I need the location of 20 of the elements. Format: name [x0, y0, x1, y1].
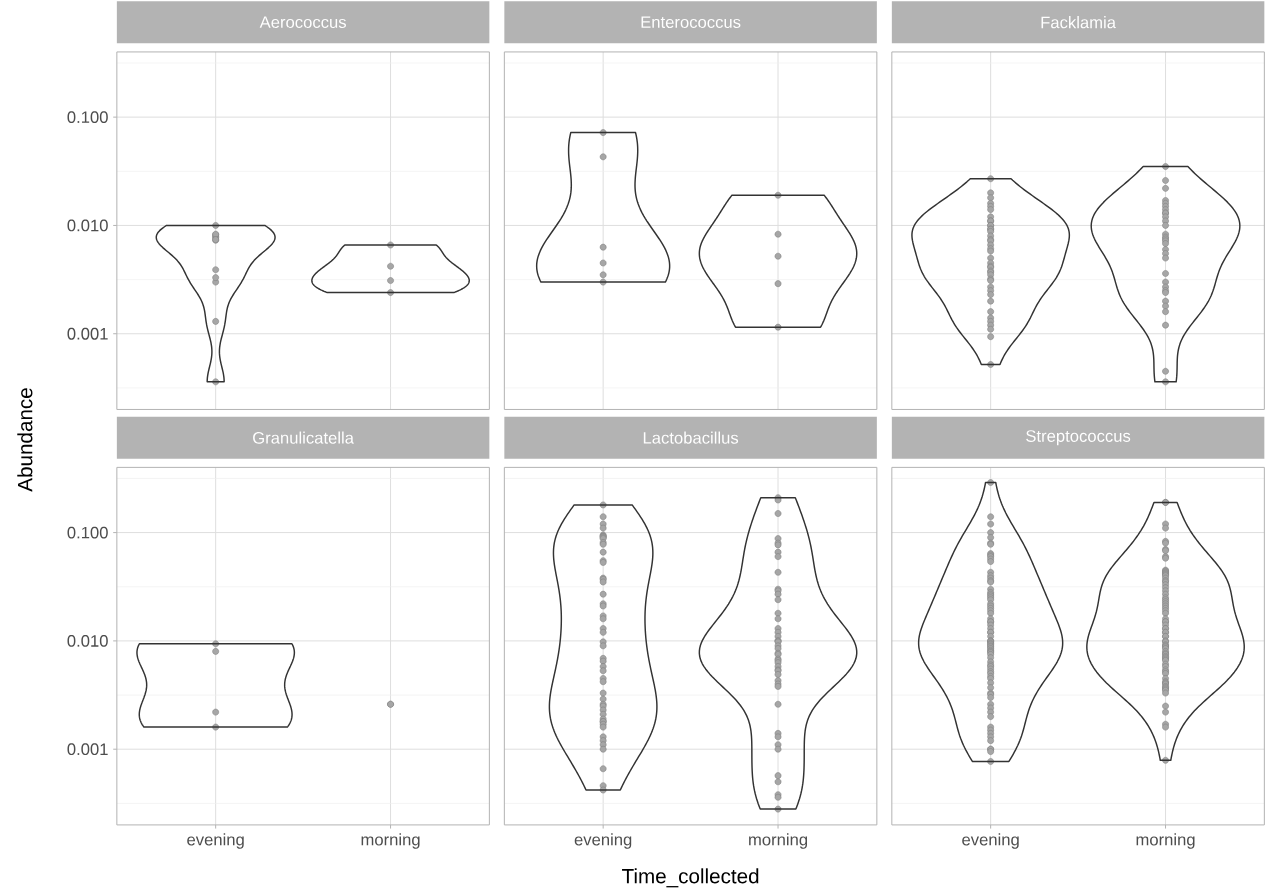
y-tick-label: 0.010: [67, 635, 108, 647]
chart-title: Granulicatella: [253, 431, 354, 444]
x-tick-label: evening: [962, 833, 1019, 849]
y-tick-label: 0.010: [67, 219, 108, 232]
x-tick-label: morning: [1136, 833, 1195, 849]
chart-title: Enterococcus: [641, 16, 741, 29]
y-axis-title: Abundance: [17, 388, 33, 492]
y-tick-label: 0.001: [67, 743, 108, 756]
y-tick-label: 0.001: [67, 327, 108, 340]
x-tick-label: evening: [574, 833, 632, 849]
y-tick-label: 0.100: [67, 526, 108, 539]
x-tick-label: morning: [361, 833, 420, 849]
chart-title: Streptococcus: [1026, 430, 1131, 446]
chart-title: Facklamia: [1041, 16, 1116, 29]
y-tick-label: 0.100: [67, 111, 108, 124]
x-axis-title: Time_collected: [622, 868, 759, 888]
x-tick-label: evening: [187, 833, 244, 849]
x-tick-label: morning: [749, 833, 808, 849]
chart-title: Aerococcus: [259, 16, 346, 29]
chart-title: Lactobacillus: [643, 431, 739, 444]
